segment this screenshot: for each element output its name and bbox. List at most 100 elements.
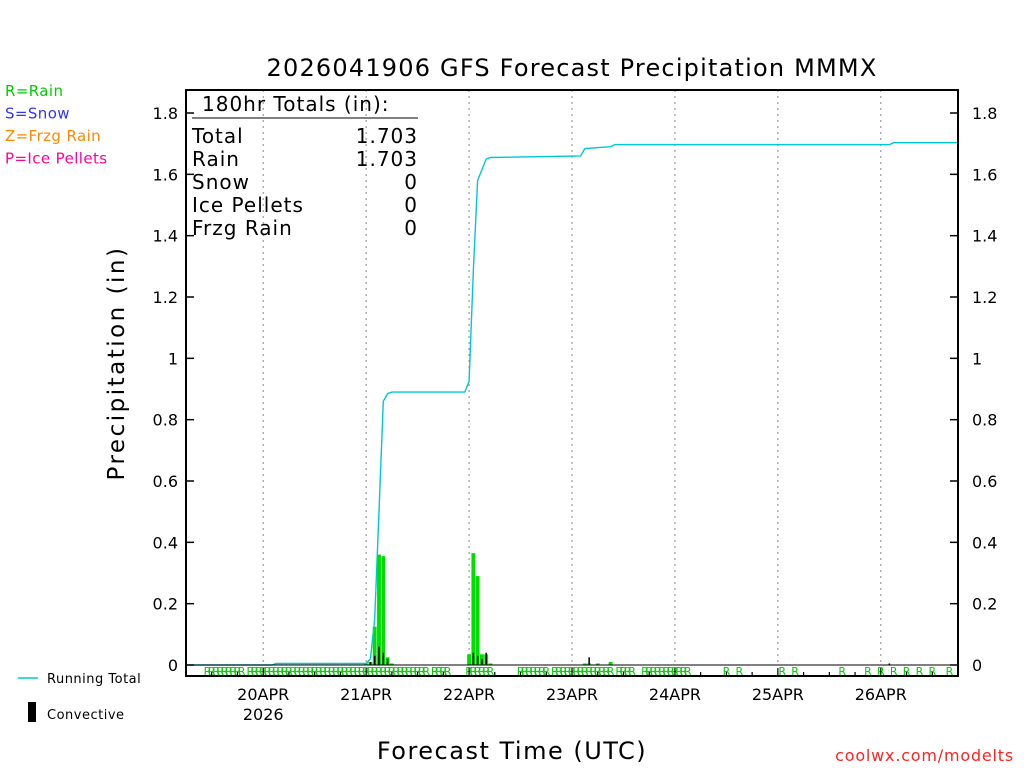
convective-bar bbox=[588, 657, 590, 665]
precip-type-marker: R bbox=[311, 665, 319, 678]
rain-bar bbox=[372, 626, 377, 665]
precip-type-marker: R bbox=[474, 665, 482, 678]
precip-type-marker: R bbox=[401, 665, 409, 678]
precip-type-marker: R bbox=[208, 665, 216, 678]
precip-type-marker: R bbox=[615, 665, 623, 678]
totals-row-value: 1.703 bbox=[356, 147, 418, 171]
precip-type-marker: R bbox=[354, 665, 362, 678]
y-tick-label: 0.8 bbox=[972, 411, 997, 430]
y-tick-label: 1.4 bbox=[972, 227, 997, 246]
precip-type-marker: R bbox=[216, 665, 224, 678]
precip-type-marker: R bbox=[607, 665, 615, 678]
precip-type-marker: R bbox=[864, 665, 872, 678]
totals-heading: 180hr Totals (in): bbox=[202, 92, 390, 116]
precip-type-marker: R bbox=[251, 665, 259, 678]
totals-row-value: 0 bbox=[404, 170, 418, 194]
precip-type-marker: R bbox=[684, 665, 692, 678]
totals-row-value: 1.703 bbox=[356, 124, 418, 148]
rain-bar bbox=[389, 663, 394, 665]
precip-type-marker: R bbox=[572, 665, 580, 678]
totals-row-label: Total bbox=[191, 124, 244, 148]
precip-type-marker: R bbox=[534, 665, 542, 678]
convective-bars bbox=[369, 646, 891, 665]
totals-rows: Total 1.703 Rain 1.703 Snow 0 Ice Pellets 0 Frzg… bbox=[191, 124, 418, 240]
y-tick-label: 0.6 bbox=[153, 472, 178, 491]
rain-bar bbox=[582, 663, 587, 665]
site-credit: coolwx.com/modelts bbox=[835, 746, 1014, 765]
precip-type-marker: R bbox=[487, 665, 495, 678]
precip-type-marker: R bbox=[564, 665, 572, 678]
precip-type-marker: R bbox=[602, 665, 610, 678]
precip-type-marker: R bbox=[645, 665, 653, 678]
precip-type-marker: R bbox=[255, 665, 263, 678]
precip-type-marker: R bbox=[409, 665, 417, 678]
precip-type-marker: R bbox=[384, 665, 392, 678]
precip-type-marker: R bbox=[791, 665, 799, 678]
totals-row-label: Snow bbox=[192, 170, 250, 194]
precip-type-marker: R bbox=[435, 665, 443, 678]
precip-type-marker: R bbox=[422, 665, 430, 678]
precip-type-marker: R bbox=[538, 665, 546, 678]
precip-type-marker: R bbox=[444, 665, 452, 678]
precip-type-marker: R bbox=[397, 665, 405, 678]
precip-type-marker: R bbox=[414, 665, 422, 678]
precip-type-marker: R bbox=[667, 665, 675, 678]
running-total-line bbox=[186, 142, 958, 666]
precip-type-marker: R bbox=[307, 665, 315, 678]
rain-bar bbox=[475, 576, 480, 665]
precip-type-marker: R bbox=[332, 665, 340, 678]
precip-type-marker: R bbox=[281, 665, 289, 678]
rain-bar bbox=[381, 556, 386, 665]
precip-type-legend-item: R=Rain bbox=[5, 82, 63, 100]
precip-type-legend: R=Rain S=Snow Z=Frzg Rain P=Ice Pellets bbox=[5, 82, 107, 168]
precip-type-marker: R bbox=[478, 665, 486, 678]
precip-type-marker: R bbox=[663, 665, 671, 678]
precip-type-marker: R bbox=[212, 665, 220, 678]
precip-type-marker: R bbox=[302, 665, 310, 678]
x-tick-label: 20APR bbox=[237, 685, 289, 704]
rain-bar bbox=[377, 554, 381, 665]
precip-type-marker: R bbox=[890, 665, 898, 678]
convective-bar bbox=[373, 655, 376, 665]
precip-type-marker: R bbox=[620, 665, 628, 678]
x-tick-label: 26APR bbox=[855, 685, 907, 704]
y-tick-label: 0.4 bbox=[153, 533, 178, 552]
precip-type-marker: R bbox=[247, 665, 255, 678]
precip-type-marker: R bbox=[778, 665, 786, 678]
totals-row-label: Frzg Rain bbox=[192, 216, 293, 240]
precip-type-marker: R bbox=[319, 665, 327, 678]
precip-type-marker: R bbox=[371, 665, 379, 678]
precip-type-marker: R bbox=[277, 665, 285, 678]
precip-type-marker: R bbox=[225, 665, 233, 678]
precip-type-marker: R bbox=[204, 665, 212, 678]
precip-type-marker: R bbox=[294, 665, 302, 678]
precip-type-marker: R bbox=[680, 665, 688, 678]
y-tick-label: 1.8 bbox=[153, 104, 178, 123]
precip-type-marker: R bbox=[272, 665, 280, 678]
y-tick-label: 0 bbox=[168, 656, 178, 675]
precip-type-marker: R bbox=[641, 665, 649, 678]
y-tick-label: 1.6 bbox=[153, 165, 178, 184]
precip-type-marker: R bbox=[358, 665, 366, 678]
rain-bar bbox=[467, 654, 471, 665]
precip-type-marker: R bbox=[542, 665, 550, 678]
x-tick-label: 24APR bbox=[649, 685, 701, 704]
precip-type-marker: R bbox=[431, 665, 439, 678]
precip-type-marker: R bbox=[221, 665, 229, 678]
precip-type-marker: R bbox=[328, 665, 336, 678]
precip-type-marker: R bbox=[341, 665, 349, 678]
precip-type-marker: R bbox=[345, 665, 353, 678]
x-tick-label: 22APR bbox=[443, 685, 495, 704]
precip-type-marker: R bbox=[581, 665, 589, 678]
y-tick-label: 1.4 bbox=[153, 227, 178, 246]
y-tick-label: 1 bbox=[168, 349, 178, 368]
precip-type-marker: R bbox=[482, 665, 490, 678]
convective-bar bbox=[485, 652, 487, 665]
rain-bar bbox=[595, 663, 600, 665]
precip-type-marker: R bbox=[628, 665, 636, 678]
precip-type-marker: R bbox=[349, 665, 357, 678]
precip-type-marker: R bbox=[530, 665, 538, 678]
precip-type-marker: R bbox=[521, 665, 529, 678]
